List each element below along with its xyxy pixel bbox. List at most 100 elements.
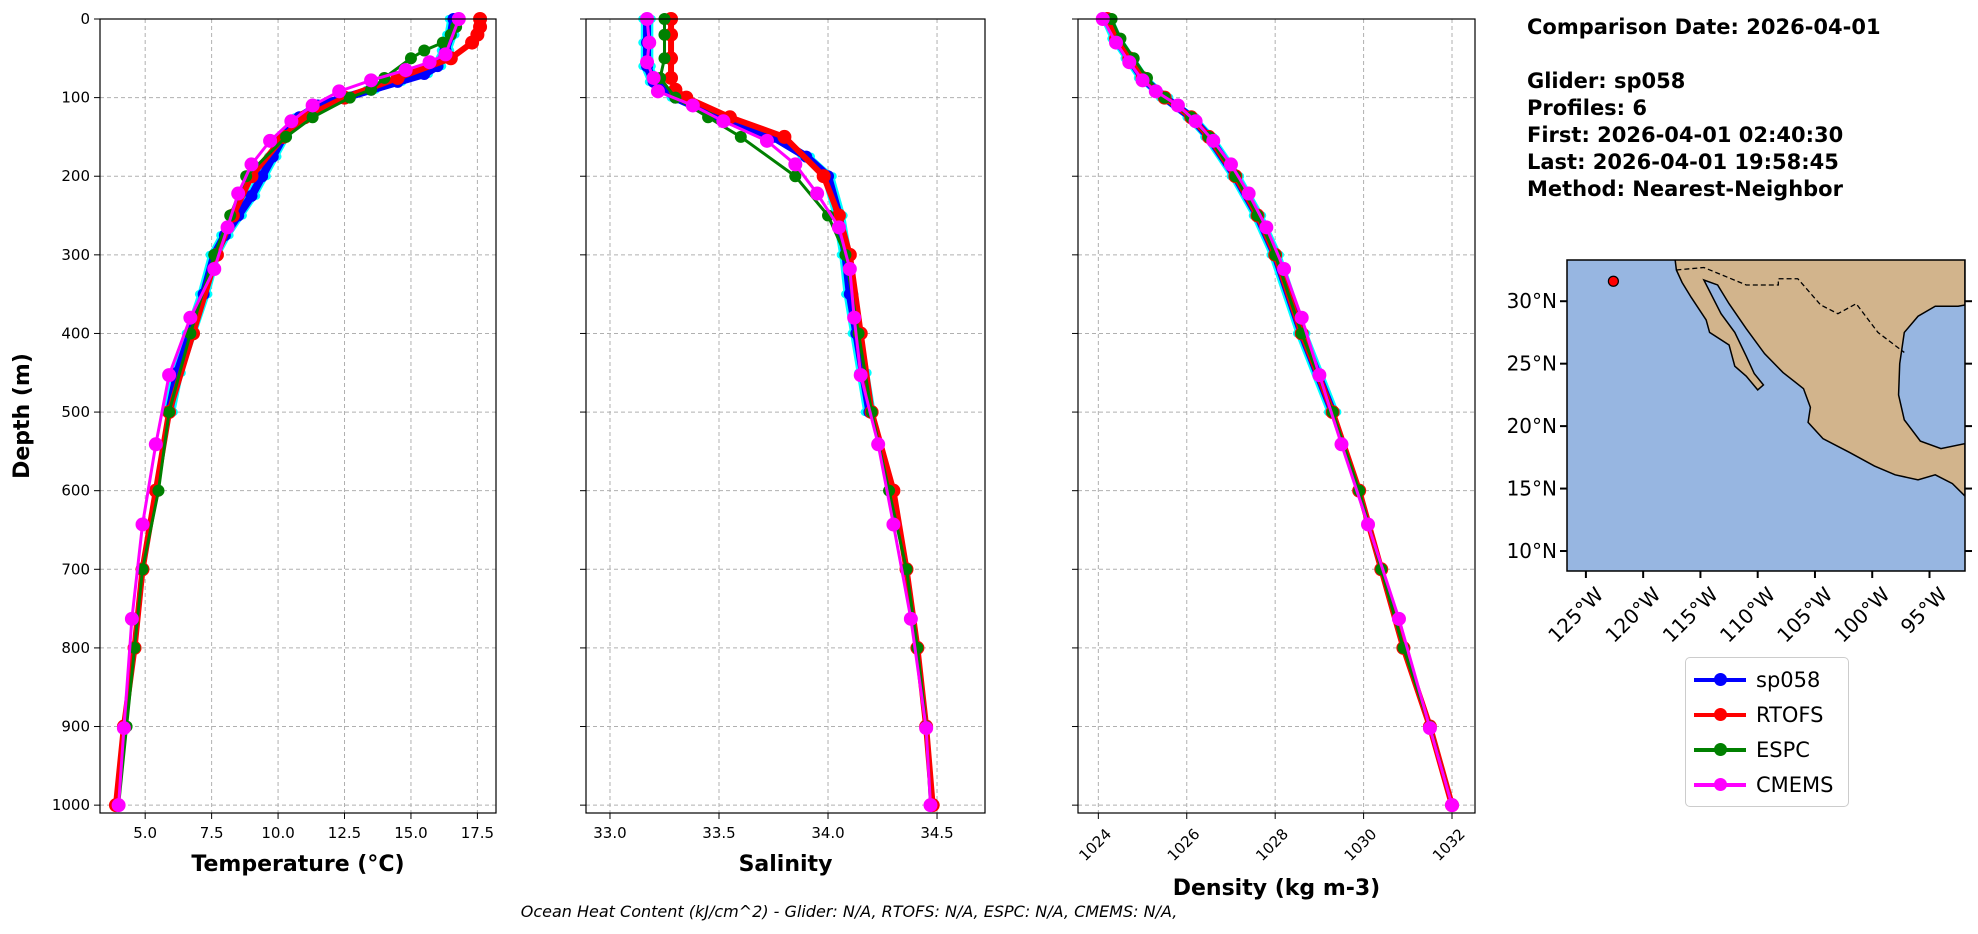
cmems-point [886,517,901,532]
cmems-point [111,798,126,813]
legend-marker-icon [1694,707,1746,721]
cmems-point [831,220,846,235]
cmems-point [1206,133,1221,148]
cmems-point [1312,368,1327,383]
lat-label: 20°N [1507,414,1557,438]
legend-label: sp058 [1756,667,1821,692]
sp058-point [256,170,269,183]
cmems-point [1188,114,1203,129]
x-axis-label: Temperature (°C) [191,852,404,877]
legend-item-cmems: CMEMS [1686,767,1848,802]
lat-label: 10°N [1507,539,1557,563]
espc-point [658,52,671,65]
espc-point [280,130,293,143]
y-axis-label: Depth (m) [10,353,35,479]
cmems-point [923,798,938,813]
sp058-point [245,189,258,202]
lon-label: 105°W [1772,582,1837,647]
cmems-point [1294,310,1309,325]
lat-label: 15°N [1507,477,1557,501]
cmems-point [116,721,131,736]
cmems-point [1122,55,1137,70]
axes-frame [1077,18,1476,814]
legend-marker-icon [1694,742,1746,756]
cmems-point [398,63,413,78]
cmems-point [135,517,150,532]
cmems-point [646,70,661,85]
profile-count: Profiles: 6 [1527,96,1648,120]
espc-point [436,36,449,49]
cmems-point [640,55,655,70]
x-axis-label: Density (kg m-3) [1173,876,1381,901]
y-tick-label: 400 [61,324,90,342]
map-frame [1566,259,1966,572]
y-tick-label: 100 [61,89,90,107]
espc-point [184,327,197,340]
cmems-point [284,114,299,129]
ohc-footer: Ocean Heat Content (kJ/cm^2) - Glider: N… [520,902,1178,921]
cmems-point [853,368,868,383]
cmems-point [903,611,918,626]
glider-name: Glider: sp058 [1527,69,1686,93]
cmems-point [1109,35,1124,50]
land-mexico [1674,260,1965,498]
x-tick-label: 33.0 [593,824,626,842]
x-tick-label: 10.0 [261,824,294,842]
cmems-point [263,133,278,148]
espc-point [418,44,431,57]
cmems-point [1361,517,1376,532]
rtofs-point [831,208,846,223]
legend: sp058 RTOFS ESPC CMEMS [1685,657,1849,807]
cmems-point [1391,611,1406,626]
glider-location-marker [1607,275,1619,287]
y-tick-label: 800 [61,639,90,657]
y-tick-label: 0 [80,10,90,28]
legend-marker-icon [1694,672,1746,686]
rtofs-point [465,35,480,50]
espc-point [136,563,149,576]
espc-point [163,406,176,419]
lat-label: 25°N [1507,352,1557,376]
x-tick-label: 17.5 [461,824,494,842]
x-tick-label: 34.0 [811,824,844,842]
cmems-point [1334,437,1349,452]
cmems-point [847,310,862,325]
y-tick-label: 1000 [52,796,90,814]
cmems-point [207,261,222,276]
cmems-point [788,157,803,172]
first-time: First: 2026-04-01 02:40:30 [1527,123,1844,147]
cmems-point [759,133,774,148]
border-line [1676,266,1905,353]
cmems-point [305,98,320,113]
comparison-date: Comparison Date: 2026-04-01 [1527,15,1881,39]
panel-2: 1024 1026 1028 1030 1032 Density (kg m-3) [1072,12,1476,901]
espc-point [404,52,417,65]
cmems-point [810,186,825,201]
y-tick-label: 200 [61,167,90,185]
x-tick-label: 15.0 [394,824,427,842]
espc-point [306,111,319,124]
cmems-point [685,98,700,113]
espc-point [128,641,141,654]
cmems-point [364,73,379,88]
cmems-point [332,84,347,99]
y-tick-label: 700 [61,560,90,578]
espc-point [343,91,356,104]
legend-item-espc: ESPC [1686,732,1848,767]
cmems-point [183,310,198,325]
info-panel: Comparison Date: 2026-04-01 Glider: sp05… [1527,14,1881,203]
cmems-point [124,611,139,626]
cmems-point [642,35,657,50]
espc-point [365,83,378,96]
legend-label: ESPC [1756,737,1810,762]
legend-item-rtofs: RTOFS [1686,697,1848,732]
cmems-point [871,437,886,452]
lon-label: 95°W [1896,582,1952,638]
lon-label: 110°W [1715,582,1780,647]
cmems-point [1259,220,1274,235]
x-tick-label: 1028 [1252,825,1292,865]
lon-label: 125°W [1543,582,1608,647]
cmems-point [919,721,934,736]
cmems-point [438,47,453,62]
